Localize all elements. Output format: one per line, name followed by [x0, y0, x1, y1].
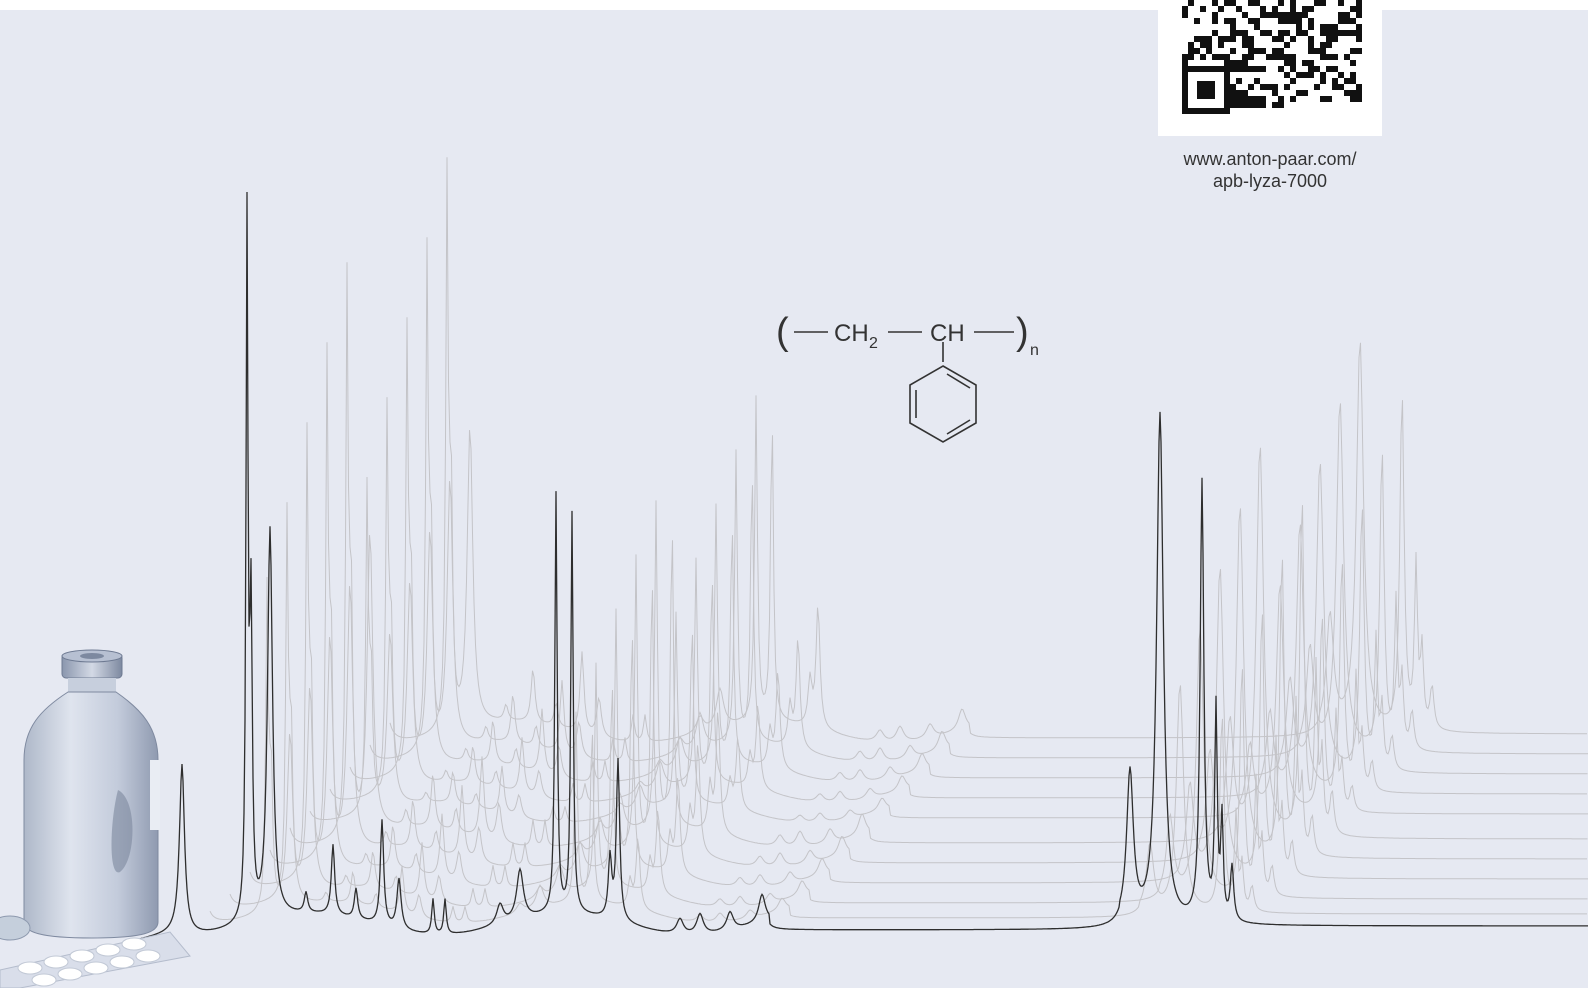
ghost-spectra	[209, 157, 1588, 922]
formula-ch2: CH	[834, 320, 869, 347]
top-white-strip	[0, 0, 1588, 10]
qr-code-icon	[1182, 0, 1362, 114]
formula-n-subscript: n	[1030, 342, 1039, 359]
medicine-bottle-icon	[0, 649, 191, 988]
formula-ch2-subscript: 2	[869, 335, 878, 352]
main-spectrum-line	[139, 191, 1588, 940]
ghost-spectrum-line	[349, 317, 1588, 782]
ghost-spectrum-line	[289, 262, 1588, 846]
main-spectrum	[139, 191, 1588, 940]
ghost-spectrum-line	[369, 237, 1588, 762]
ghost-spectrum-line	[309, 476, 1588, 822]
url-line-2: apb-lyza-7000	[1212, 171, 1328, 191]
ghost-spectrum-line	[269, 342, 1587, 867]
ghost-spectrum-line	[249, 422, 1588, 887]
formula-open-paren: (	[776, 311, 789, 353]
qr-code[interactable]	[1158, 0, 1382, 136]
ghost-spectrum-line	[229, 502, 1588, 907]
polystyrene-formula: ( CH 2 CH ) n	[776, 311, 1039, 443]
formula-ch: CH	[930, 320, 965, 347]
formula-close-paren: )	[1016, 311, 1029, 353]
url-line-1: www.anton-paar.com/	[1183, 149, 1357, 169]
pill-blister-icon	[0, 931, 191, 988]
website-url[interactable]: www.anton-paar.com/ apb-lyza-7000	[1130, 148, 1410, 192]
ghost-spectrum-line	[209, 576, 1587, 922]
ghost-spectrum-line	[329, 397, 1587, 802]
ghost-spectrum-line	[389, 157, 1587, 741]
